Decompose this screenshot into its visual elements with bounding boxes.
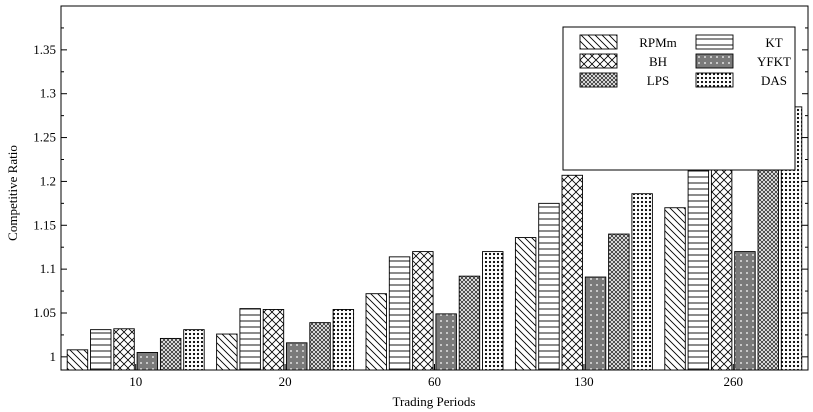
y-tick-label: 1.2 xyxy=(40,173,56,188)
bar-lps-130 xyxy=(608,233,630,371)
bar-lps-260 xyxy=(757,154,779,371)
legend-label-yfkt: YFKT xyxy=(757,54,791,69)
bar-bh-130 xyxy=(561,174,583,371)
x-tick-label: 260 xyxy=(724,374,744,389)
bar-das-60 xyxy=(482,251,504,371)
x-axis-title: Trading Periods xyxy=(393,394,476,409)
bar-das-10 xyxy=(183,329,205,371)
bar-das-20 xyxy=(332,309,355,371)
bar-rpmm-260 xyxy=(664,207,686,371)
bar-yfkt-60 xyxy=(435,313,457,371)
legend-label-rpmm: RPMm xyxy=(639,35,677,50)
x-tick-label: 60 xyxy=(428,374,441,389)
bar-yfkt-10 xyxy=(136,352,159,371)
plot-area: 1 1.05 1.1 1.15 1.2 1.25 1.3 1.35 10 20 60 130 260 RP… xyxy=(33,5,809,389)
bar-lps-10 xyxy=(159,337,182,371)
bar-bh-60 xyxy=(412,251,434,371)
legend-swatch-das xyxy=(695,72,734,88)
x-tick-label: 10 xyxy=(129,374,142,389)
legend-label-lps: LPS xyxy=(647,73,669,88)
bar-lps-60 xyxy=(458,275,481,371)
y-tick-label: 1.3 xyxy=(40,86,56,101)
legend-label-bh: BH xyxy=(649,54,667,69)
bar-rpmm-130 xyxy=(514,237,537,371)
legend-swatch-rpmm xyxy=(579,34,618,50)
legend-swatch-yfkt xyxy=(695,53,734,69)
bar-kt-20 xyxy=(239,308,261,371)
y-tick-label: 1 xyxy=(50,349,57,364)
y-tick-label: 1.25 xyxy=(33,130,56,145)
x-tick-label: 20 xyxy=(279,374,292,389)
bar-rpmm-10 xyxy=(66,349,89,371)
legend-swatch-lps xyxy=(579,72,618,88)
bar-yfkt-260 xyxy=(734,251,756,371)
x-tick-label: 130 xyxy=(574,374,594,389)
bar-kt-60 xyxy=(388,256,411,371)
bar-kt-260 xyxy=(687,138,710,371)
bar-kt-130 xyxy=(538,202,560,371)
bar-yfkt-130 xyxy=(584,276,607,371)
bar-bh-20 xyxy=(262,309,285,371)
bar-lps-20 xyxy=(309,322,331,371)
legend-swatch-kt xyxy=(695,34,734,50)
bar-kt-10 xyxy=(90,329,112,371)
legend-swatch-bh xyxy=(579,53,618,69)
bar-rpmm-60 xyxy=(365,293,387,371)
legend-label-das: DAS xyxy=(761,73,787,88)
bar-bh-10 xyxy=(113,328,135,371)
bar-das-130 xyxy=(631,193,653,371)
legend-label-kt: KT xyxy=(765,35,782,50)
legend-box xyxy=(562,26,796,171)
y-tick-label: 1.1 xyxy=(40,261,56,276)
y-tick-label: 1.05 xyxy=(33,305,56,320)
bar-yfkt-20 xyxy=(286,342,308,371)
bar-rpmm-20 xyxy=(216,333,238,371)
y-tick-label: 1.35 xyxy=(33,42,56,57)
y-tick-label: 1.15 xyxy=(33,217,56,232)
y-axis-title: Competitive Ratio xyxy=(5,145,20,241)
